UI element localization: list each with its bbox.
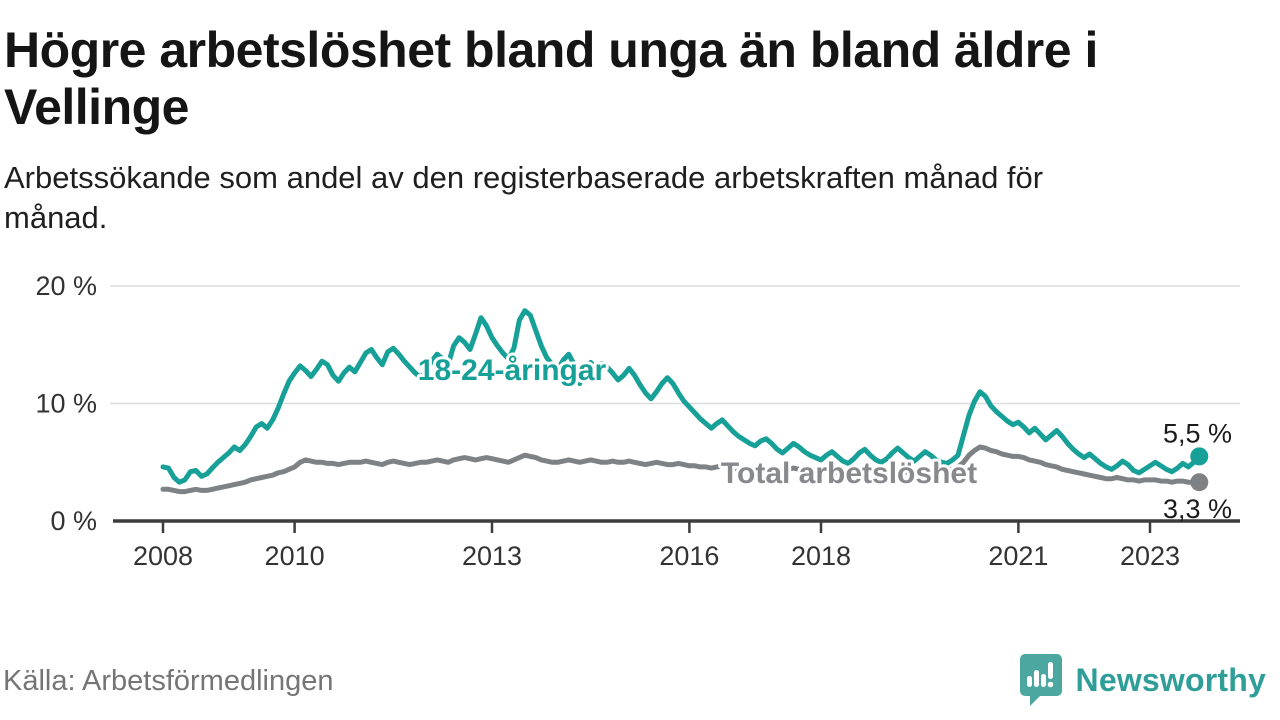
newsworthy-logotype: Newsworthy	[1075, 661, 1266, 698]
x-axis-label-2016: 2016	[659, 541, 719, 571]
series-line-youth	[160, 308, 1202, 485]
source-note: Källa: Arbetsförmedlingen	[3, 665, 334, 697]
unemployment-line-chart: 20 % 10 % 0 % 2008 2010 2013 2016 2018 2021 2023 1…	[35, 271, 1240, 571]
x-axis-label-2021: 2021	[988, 541, 1048, 571]
y-axis-label-0: 0 %	[50, 506, 97, 536]
x-axis-label-2010: 2010	[265, 541, 325, 571]
newsworthy-brand: Newsworthy	[1018, 650, 1266, 710]
x-axis-label-2013: 2013	[462, 541, 522, 571]
x-axis-label-2023: 2023	[1120, 541, 1180, 571]
y-axis-label-20: 20 %	[35, 271, 97, 301]
newsworthy-logo-icon	[1019, 654, 1062, 706]
series-line-total	[160, 444, 1202, 495]
page-title: Högre arbetslöshet bland unga än bland ä…	[4, 22, 1098, 135]
end-label-youth: 5,5 %	[1163, 418, 1232, 448]
series-label-youth: 18-24-åringar	[418, 354, 607, 387]
x-axis-label-2008: 2008	[133, 541, 193, 571]
series-label-total: Total arbetslöshet	[721, 457, 977, 490]
chart-subtitle: Arbetssökande som andel av den registerb…	[4, 160, 1044, 235]
end-label-total: 3,3 %	[1163, 494, 1232, 524]
end-dot-youth	[1190, 447, 1209, 466]
end-dot-total	[1190, 473, 1209, 492]
x-axis-label-2018: 2018	[791, 541, 851, 571]
y-axis-label-10: 10 %	[35, 389, 97, 419]
